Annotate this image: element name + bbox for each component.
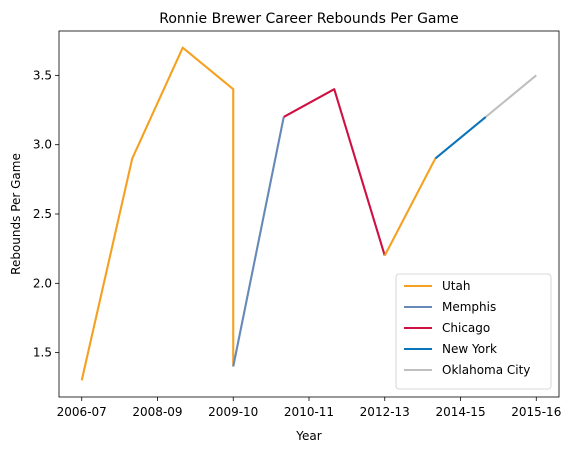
x-tick-label: 2014-15	[435, 405, 485, 419]
series-line-new-york	[434, 116, 487, 160]
x-tick-label: 2012-13	[360, 405, 410, 419]
y-tick-label: 3.5	[33, 68, 52, 82]
series-line-utah	[80, 46, 235, 381]
x-tick-label: 2010-11	[284, 405, 334, 419]
series-layer	[80, 46, 537, 381]
legend-label-oklahoma-city: Oklahoma City	[442, 363, 530, 377]
series-line-memphis	[232, 116, 285, 367]
x-tick-label: 2015-16	[511, 405, 561, 419]
series-line-chicago	[283, 88, 386, 256]
legend-label-memphis: Memphis	[442, 300, 496, 314]
axes-layer: 2006-07 2008-09 2009-10 2010-11 2012-13 2014-…	[33, 68, 561, 419]
x-tick-label: 2008-09	[132, 405, 182, 419]
legend-label-new-york: New York	[442, 342, 497, 356]
legend-box	[395, 273, 552, 390]
y-tick-label: 3.0	[33, 138, 52, 152]
x-tick-label: 2006-07	[57, 405, 107, 419]
chart-title: Ronnie Brewer Career Rebounds Per Game	[159, 11, 459, 27]
y-tick-label: 2.0	[33, 276, 52, 290]
y-tick-label: 2.5	[33, 207, 52, 221]
series-line-utah-segment	[383, 158, 437, 257]
legend: Utah Memphis Chicago New York Oklahoma City	[395, 273, 552, 390]
y-tick-label: 1.5	[33, 346, 52, 360]
plot-frame	[58, 30, 560, 398]
series-line-oklahoma-city	[485, 74, 537, 118]
legend-label-chicago: Chicago	[442, 321, 490, 335]
x-axis-label: Year	[295, 429, 321, 443]
legend-label-utah: Utah	[442, 279, 470, 293]
y-axis-label: Rebounds Per Game	[9, 153, 23, 275]
x-tick-label: 2009-10	[208, 405, 258, 419]
